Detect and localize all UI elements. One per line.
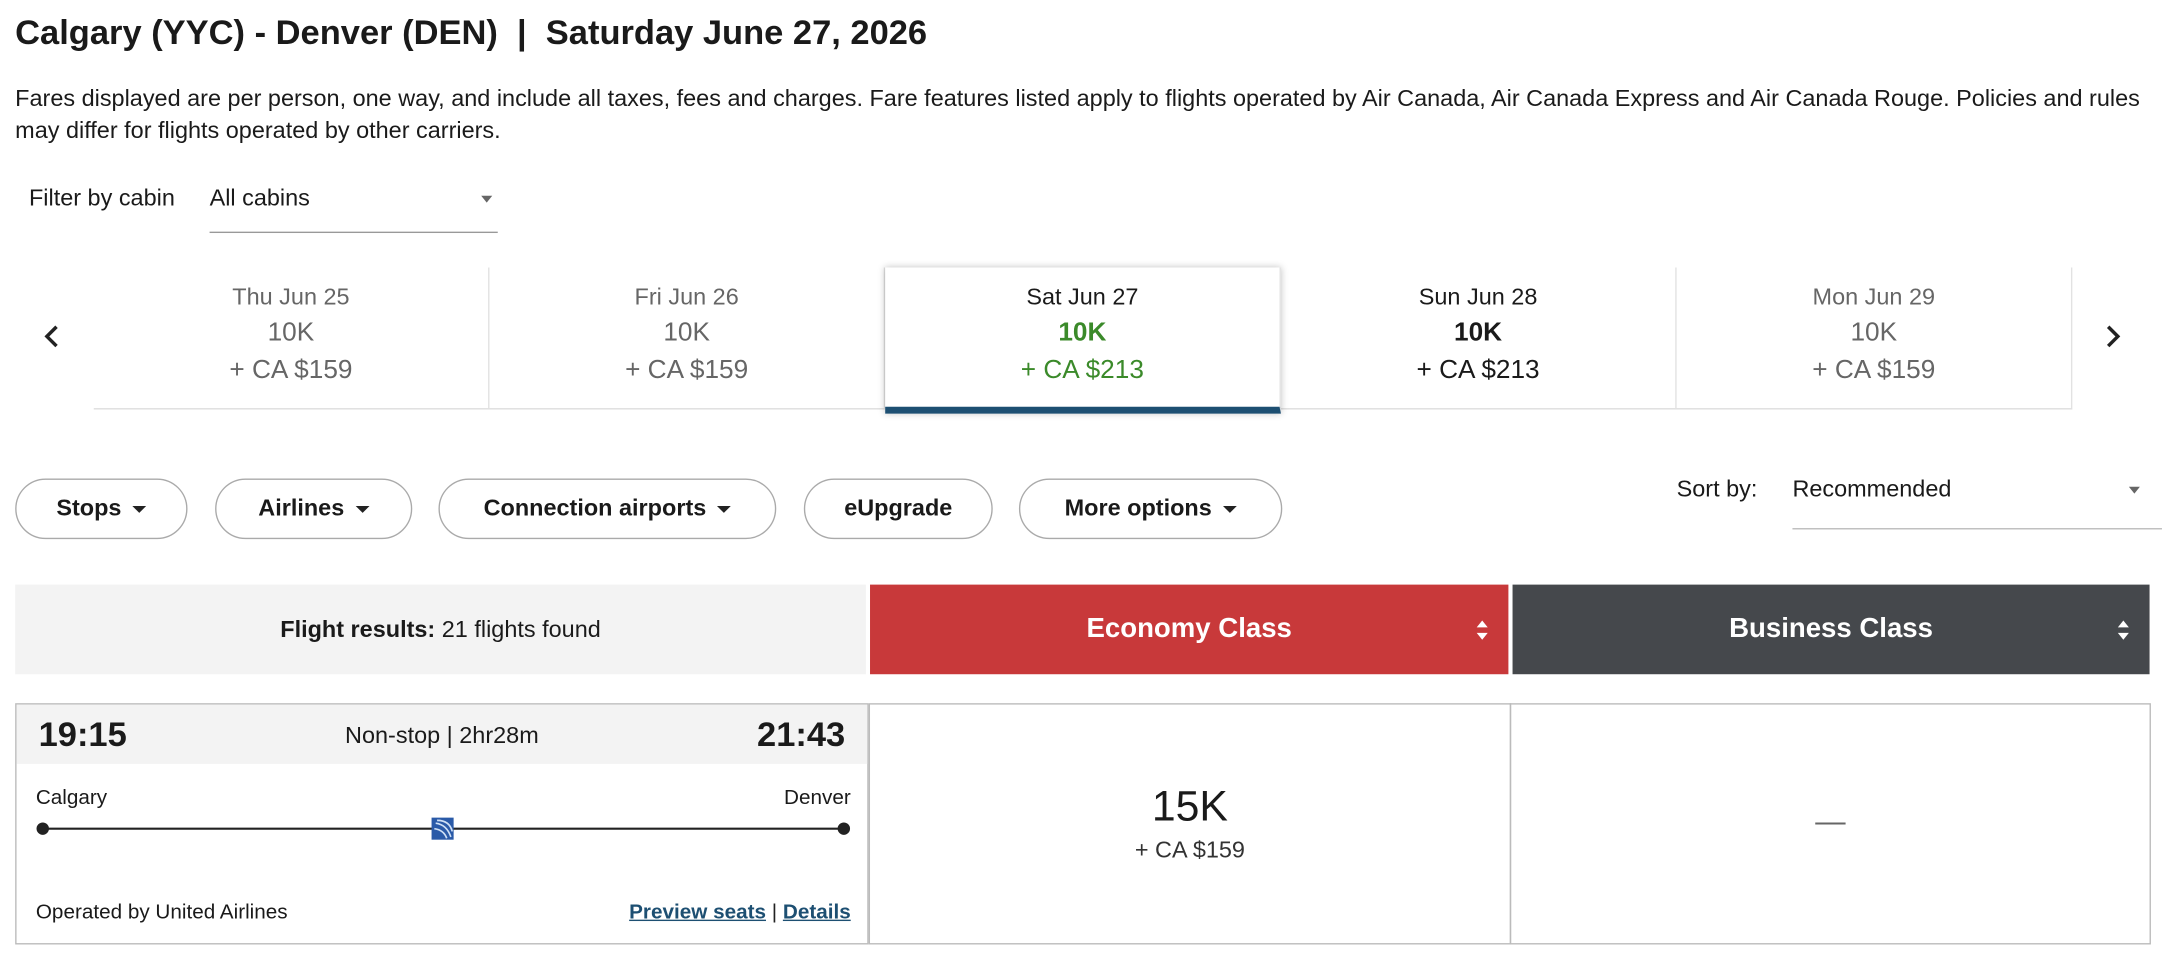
- flight-info: 19:15 Non-stop | 2hr28m 21:43 Calgary De…: [15, 703, 869, 945]
- caret: [481, 195, 493, 203]
- filter-label: Connection airports: [483, 494, 707, 522]
- date-miles: 10K: [1454, 318, 1503, 348]
- date-day: Sun Jun 28: [1418, 284, 1538, 311]
- origin: Calgary: [35, 785, 108, 810]
- economy-header[interactable]: Economy Class: [870, 584, 1509, 675]
- filter-button[interactable]: Airlines: [215, 478, 413, 540]
- date-option[interactable]: Sat Jun 27 10K + CA $213: [885, 267, 1281, 414]
- cabin-select[interactable]: All cabins: [209, 184, 498, 234]
- date-day: Mon Jun 29: [1812, 284, 1936, 311]
- filter-button[interactable]: eUpgrade: [803, 478, 993, 540]
- fare-miles: 15K: [1151, 781, 1228, 831]
- arrive-time: 21:43: [757, 715, 846, 755]
- date-day: Sat Jun 27: [1026, 284, 1139, 311]
- cabin-name: Business Class: [1729, 613, 1933, 644]
- caret: [2128, 486, 2140, 494]
- business-fare: —: [1509, 703, 2151, 945]
- sort-icon: [2117, 620, 2129, 640]
- filter-label: eUpgrade: [844, 494, 953, 522]
- date-option[interactable]: Fri Jun 26 10K + CA $159: [489, 267, 886, 409]
- operator: Operated by United Airlines: [35, 900, 288, 924]
- date-cash: + CA $159: [229, 355, 353, 385]
- dropdown-icon: [355, 505, 370, 513]
- details-link[interactable]: Details: [782, 900, 851, 924]
- date-strip: Thu Jun 25 10K + CA $159 Fri Jun 26 10K + CA …: [93, 267, 2073, 414]
- fare-notice: Fares displayed are per person, one way,…: [15, 85, 2140, 144]
- filter-label: More options: [1064, 494, 1212, 522]
- date-option[interactable]: Sun Jun 28 10K + CA $213: [1281, 267, 1677, 409]
- dropdown-icon: [132, 505, 147, 513]
- date-day: Thu Jun 25: [232, 284, 350, 311]
- page-title: Calgary (YYC) - Denver (DEN) | Saturday …: [15, 13, 928, 53]
- route-line: [36, 817, 851, 840]
- fare-unavailable: —: [1815, 803, 1846, 839]
- date-cash: + CA $159: [625, 355, 749, 385]
- sort-icon: [1476, 620, 1488, 640]
- next-date[interactable]: [2101, 323, 2123, 351]
- date-option[interactable]: Mon Jun 29 10K + CA $159: [1677, 267, 2073, 409]
- business-header[interactable]: Business Class: [1512, 584, 2150, 675]
- filter-label: Airlines: [258, 494, 345, 522]
- prev-date[interactable]: [41, 323, 63, 351]
- date-option[interactable]: Thu Jun 25 10K + CA $159: [94, 267, 490, 409]
- dropdown-icon: [717, 505, 732, 513]
- cabin-name: Economy Class: [1086, 613, 1292, 644]
- date-miles: 10K: [663, 318, 710, 348]
- results-label: Flight results:: [280, 615, 436, 642]
- date-miles: 10K: [1058, 318, 1107, 348]
- cabin-value: All cabins: [209, 184, 310, 211]
- preview-seats-link[interactable]: Preview seats: [629, 900, 766, 924]
- depart-time: 19:15: [38, 715, 127, 755]
- date-cash: + CA $213: [1416, 355, 1540, 385]
- sort-label: Sort by:: [1676, 475, 1758, 502]
- filter-button[interactable]: Connection airports: [438, 478, 777, 540]
- sort-select[interactable]: Recommended: [1792, 476, 2162, 530]
- dropdown-icon: [1222, 505, 1237, 513]
- sort-value: Recommended: [1792, 475, 1952, 502]
- destination: Denver: [784, 785, 851, 810]
- link-separator: |: [771, 900, 778, 924]
- date-miles: 10K: [1850, 318, 1898, 348]
- economy-fare[interactable]: 15K + CA $159: [868, 703, 1512, 945]
- date-cash: + CA $213: [1020, 355, 1144, 385]
- results-header: Flight results: 21 flights found: [15, 584, 866, 675]
- filter-button[interactable]: Stops: [15, 478, 188, 540]
- flight-times: [16, 704, 868, 764]
- results-count: 21 flights found: [441, 615, 601, 642]
- date-miles: 10K: [267, 318, 315, 348]
- filter-button[interactable]: More options: [1018, 478, 1283, 540]
- filter-label: Filter by cabin: [28, 184, 175, 211]
- flight-summary: Non-stop | 2hr28m: [345, 722, 539, 749]
- fare-cash: + CA $159: [1134, 836, 1245, 864]
- date-day: Fri Jun 26: [634, 284, 739, 311]
- date-cash: + CA $159: [1812, 355, 1936, 385]
- filter-label: Stops: [56, 494, 122, 522]
